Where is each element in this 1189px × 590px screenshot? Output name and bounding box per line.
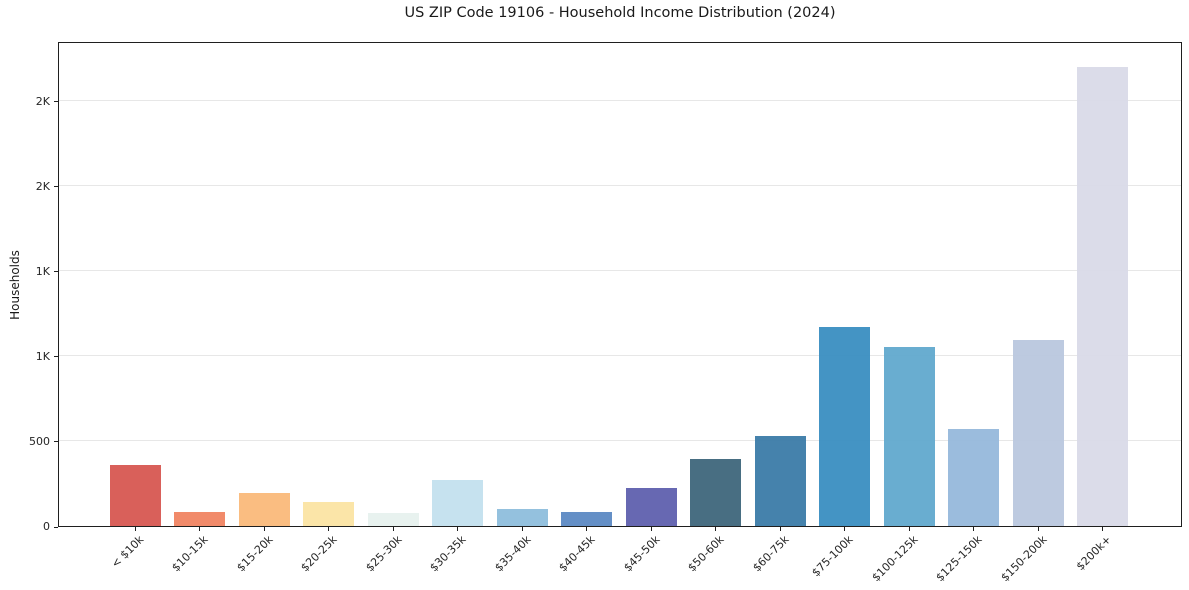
x-tick-mark	[328, 527, 329, 531]
y-axis-label: Households	[8, 250, 22, 320]
x-tick-label: $125-150k	[933, 533, 985, 585]
x-tick-mark	[650, 527, 652, 531]
x-tick-label: $60-75k	[749, 533, 792, 575]
x-tick-label: $150-200k	[998, 533, 1050, 585]
y-tick-label: 2K	[35, 94, 50, 108]
plot-area	[58, 42, 1182, 527]
bar-14	[1012, 339, 1064, 526]
bar-0	[109, 464, 161, 526]
y-tick-mark	[54, 441, 58, 443]
x-tick-label: $200k+	[1073, 533, 1114, 574]
x-tick-label: $100-125k	[869, 533, 921, 585]
y-tick-mark	[54, 101, 58, 103]
y-tick-mark	[54, 526, 58, 528]
x-tick-mark	[263, 527, 265, 531]
y-tick-label: 1K	[35, 349, 50, 363]
gridline	[59, 185, 1181, 187]
bar-15	[1077, 66, 1128, 526]
bar-4	[367, 513, 419, 526]
bar-2	[238, 492, 290, 526]
x-tick-mark	[715, 527, 716, 531]
x-tick-label: $25-30k	[362, 533, 405, 575]
x-tick-label: $35-40k	[491, 533, 534, 575]
x-tick-label: $40-45k	[556, 533, 598, 575]
bar-9	[690, 458, 741, 526]
bar-7	[561, 512, 612, 526]
x-tick-mark	[457, 527, 458, 531]
x-tick-mark	[1037, 527, 1039, 531]
x-tick-mark	[392, 527, 394, 531]
bar-11	[819, 326, 870, 526]
bar-1	[174, 511, 225, 526]
bar-13	[948, 429, 999, 526]
x-tick-mark	[586, 527, 587, 531]
x-tick-mark	[199, 527, 200, 531]
gridline	[59, 355, 1181, 357]
bar-8	[625, 487, 677, 526]
x-tick-mark	[844, 527, 845, 531]
y-tick-mark	[54, 186, 58, 188]
y-tick-label: 500	[29, 434, 50, 448]
bar-3	[303, 502, 354, 526]
x-tick-mark	[908, 527, 910, 531]
x-tick-label: $45-50k	[620, 533, 663, 575]
bar-6	[496, 508, 548, 526]
bar-12	[883, 347, 935, 526]
x-tick-label: $20-25k	[298, 533, 340, 575]
gridline	[59, 270, 1181, 272]
x-tick-label: $50-60k	[685, 533, 727, 575]
x-tick-label: < $10k	[108, 533, 147, 571]
y-tick-label: 0	[43, 520, 50, 533]
gridline	[59, 440, 1181, 442]
x-tick-mark	[134, 527, 136, 531]
y-tick-label: 1K	[35, 264, 50, 278]
x-tick-label: $30-35k	[427, 533, 469, 575]
y-tick-mark	[54, 356, 58, 358]
x-tick-mark	[779, 527, 781, 531]
y-tick-mark	[54, 271, 58, 273]
x-tick-mark	[973, 527, 974, 531]
y-tick-label: 2K	[35, 179, 50, 193]
chart-title: US ZIP Code 19106 - Household Income Dis…	[404, 5, 836, 21]
x-tick-label: $15-20k	[233, 533, 276, 575]
bar-10	[754, 435, 806, 526]
x-tick-mark	[1102, 527, 1103, 531]
x-tick-label: $75-100k	[809, 533, 856, 580]
x-tick-mark	[521, 527, 523, 531]
bar-5	[432, 480, 483, 526]
x-tick-label: $10-15k	[169, 533, 211, 575]
gridline	[59, 100, 1181, 102]
